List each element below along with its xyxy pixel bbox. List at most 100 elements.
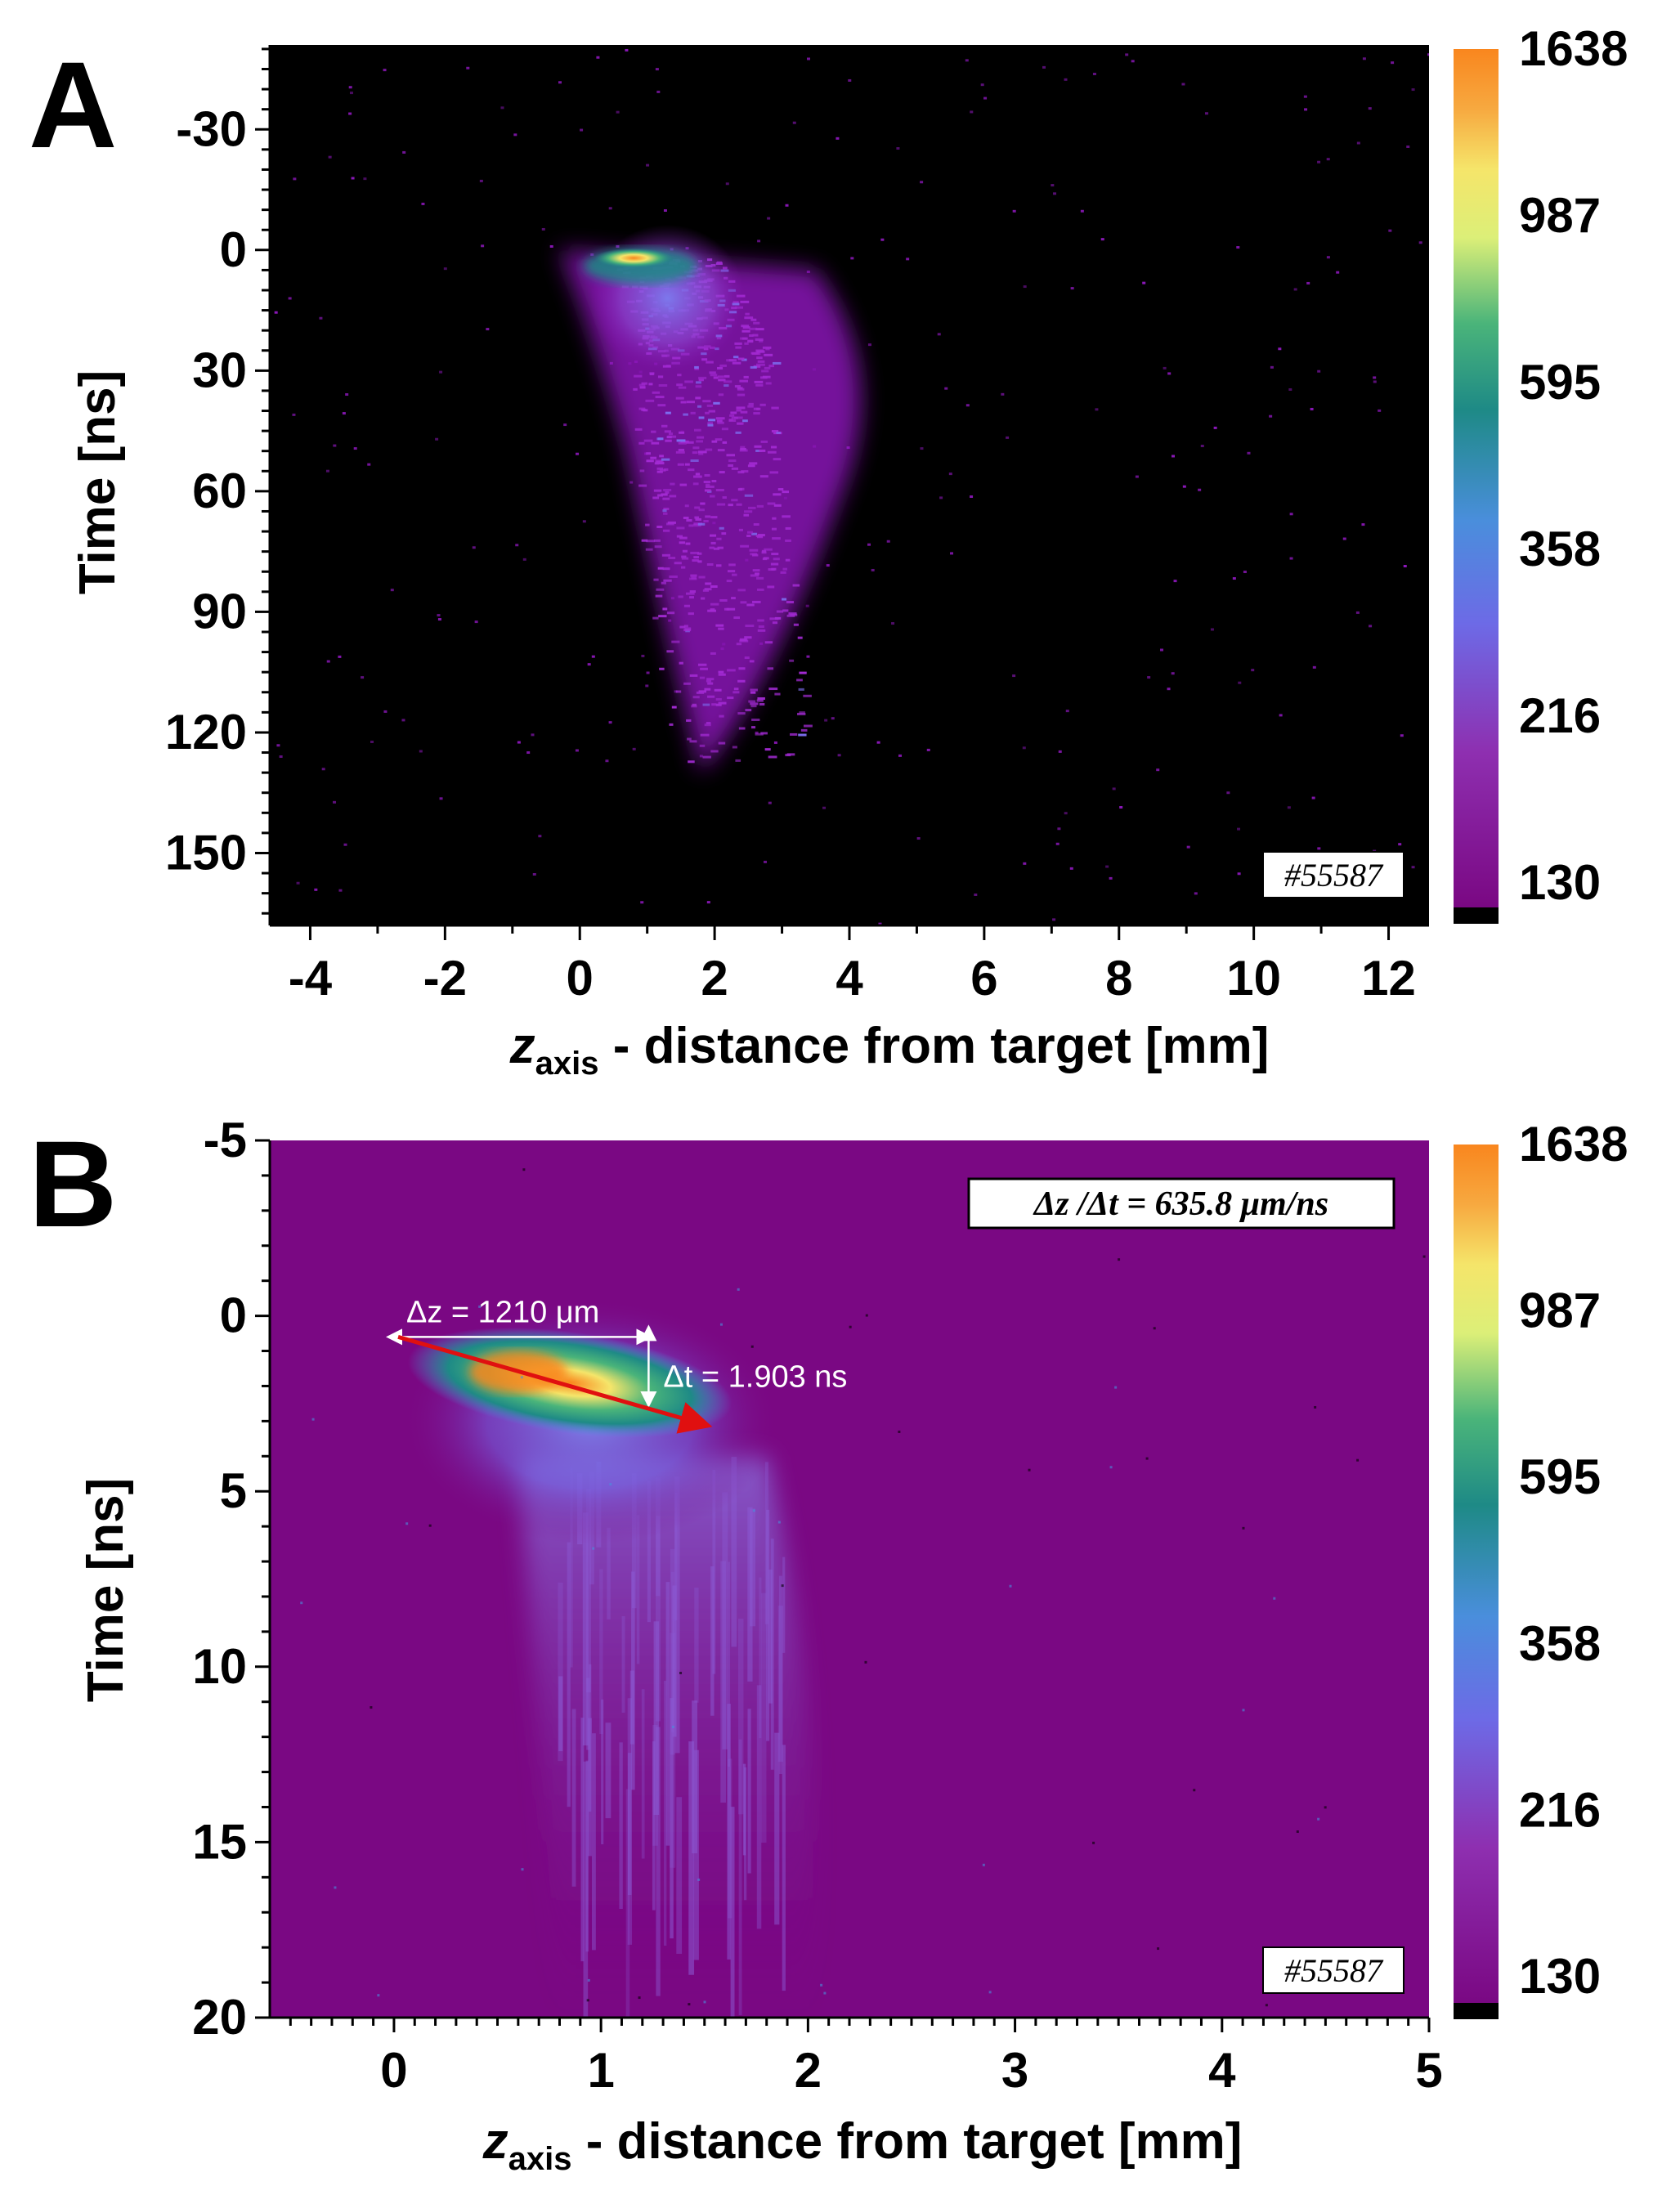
noise-pixel	[965, 404, 970, 407]
signal-pixel	[790, 732, 798, 736]
signal-pixel	[755, 535, 763, 538]
signal-pixel	[737, 712, 746, 715]
signal-pixel	[714, 688, 722, 692]
signal-pixel	[695, 385, 702, 388]
signal-pixel	[710, 374, 718, 377]
noise-pixel	[896, 147, 900, 150]
signal-pixel	[773, 558, 780, 561]
signal-pixel	[708, 410, 715, 413]
signal-pixel	[662, 607, 668, 611]
signal-pixel	[686, 401, 695, 404]
noise-pixel	[1237, 872, 1241, 876]
signal-pixel	[744, 316, 754, 320]
signal-pixel	[772, 537, 781, 540]
noise-pixel	[1200, 445, 1204, 448]
signal-pixel	[737, 471, 745, 474]
noise-pixel	[479, 179, 483, 182]
noise-pixel	[767, 217, 771, 220]
signal-pixel	[704, 588, 712, 591]
signal-pixel	[685, 592, 695, 595]
noise-pixel	[939, 496, 943, 499]
signal-pixel	[744, 510, 753, 513]
signal-pixel	[657, 567, 664, 570]
signal-pixel	[690, 574, 697, 577]
noise-pixel	[867, 543, 871, 546]
signal-pixel	[767, 450, 777, 454]
noise-pixel	[1028, 1468, 1031, 1472]
signal-pixel	[655, 594, 663, 598]
signal-pixel	[732, 573, 737, 576]
noise-pixel	[342, 412, 346, 415]
signal-pixel	[732, 691, 740, 694]
noise-pixel	[478, 1305, 482, 1308]
signal-pixel	[798, 733, 807, 737]
signal-pixel	[681, 555, 687, 558]
noise-pixel	[334, 1886, 337, 1889]
noise-pixel	[1289, 557, 1293, 560]
signal-pixel	[663, 512, 668, 515]
noise-pixel	[300, 1601, 303, 1605]
noise-pixel	[439, 797, 443, 800]
signal-pixel	[710, 652, 716, 655]
noise-pixel	[474, 620, 478, 624]
noise-pixel	[849, 1325, 852, 1328]
plume-region	[559, 249, 862, 773]
noise-pixel	[773, 741, 777, 744]
noise-pixel	[980, 83, 984, 87]
signal-pixel	[641, 539, 648, 542]
panel-b-colorbar	[1454, 1145, 1499, 2019]
signal-pixel	[689, 674, 698, 677]
signal-pixel	[750, 688, 758, 692]
noise-pixel	[755, 731, 759, 734]
signal-pixel	[737, 679, 746, 683]
noise-pixel	[326, 660, 330, 663]
signal-pixel	[752, 352, 761, 356]
noise-pixel	[1051, 184, 1055, 187]
noise-pixel	[1418, 241, 1422, 244]
signal-pixel	[742, 419, 748, 423]
signal-pixel	[726, 359, 734, 362]
signal-pixel	[739, 379, 749, 383]
signal-pixel	[649, 373, 654, 376]
signal-pixel	[792, 584, 800, 587]
signal-pixel	[734, 342, 742, 345]
noise-pixel	[513, 133, 517, 137]
signal-pixel	[740, 601, 747, 604]
signal-pixel	[656, 437, 661, 441]
signal-pixel	[707, 422, 714, 425]
noise-pixel	[891, 622, 895, 625]
noise-pixel	[1135, 475, 1139, 478]
signal-pixel	[747, 464, 755, 468]
signal-pixel	[724, 380, 732, 383]
x-tick-label: 0	[380, 2043, 407, 2098]
noise-pixel	[521, 1868, 524, 1871]
signal-pixel	[750, 691, 756, 694]
signal-pixel	[743, 375, 749, 379]
noise-pixel	[296, 881, 300, 885]
noise-pixel	[1310, 407, 1314, 410]
signal-pixel	[746, 603, 755, 607]
panel-b-x-axis-label: zaxis - distance from target [mm]	[482, 2113, 1243, 2177]
signal-pixel	[755, 572, 759, 576]
signal-pixel	[703, 481, 711, 484]
signal-pixel	[751, 726, 756, 729]
signal-pixel	[742, 326, 750, 329]
noise-pixel	[1342, 537, 1346, 540]
y-tick-label: 150	[165, 825, 247, 880]
signal-pixel	[735, 346, 742, 349]
noise-pixel	[439, 370, 443, 374]
noise-pixel	[823, 1991, 827, 1995]
signal-pixel	[704, 473, 710, 477]
delta-t-label: Δt = 1.903 ns	[663, 1360, 847, 1395]
signal-pixel	[655, 459, 664, 463]
signal-pixel	[758, 625, 764, 629]
noise-pixel	[1172, 455, 1176, 458]
noise-pixel	[1053, 192, 1057, 195]
signal-pixel	[753, 321, 760, 325]
y-tick-label: 5	[220, 1463, 247, 1518]
signal-pixel	[656, 525, 663, 528]
noise-pixel	[592, 1547, 595, 1550]
signal-pixel	[680, 566, 686, 569]
noise-pixel	[750, 1345, 754, 1348]
colorbar-tick-label: 358	[1519, 522, 1601, 576]
